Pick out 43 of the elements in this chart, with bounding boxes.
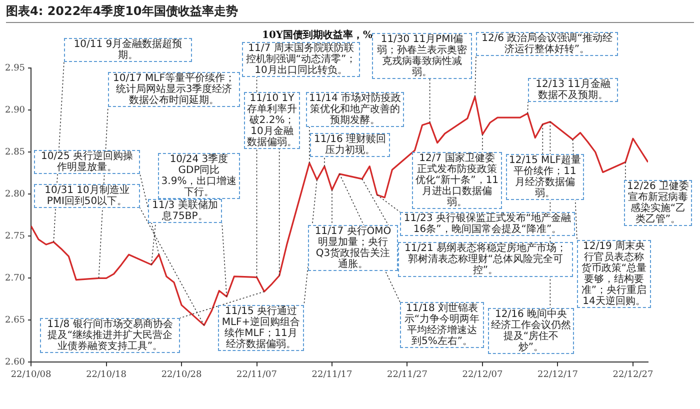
x-tick-label: 22/10/28 [161, 370, 202, 380]
annotation: 11/14 市场对防疫政策优化和地产改善的预期发酵。 [306, 92, 404, 127]
annotation: 11/18 刘世锦表示“力争今明两年平均经济增速达到5%左右”。 [400, 302, 484, 348]
annotation: 12/7 国家卫健委正式发布防疫政策优化“新十条”，11月进出口数据偏弱。 [412, 152, 502, 209]
x-tick-label: 22/12/17 [538, 370, 578, 380]
annotation: 12/6 政治局会议强调“推动经济运行整体好转”。 [476, 32, 618, 56]
annotation: 12/16 晚间中央经济工作会议仍然提及“房住不炒”。 [488, 308, 574, 354]
annotation: 10/11 9月金融数据超预期。 [64, 38, 192, 62]
annotation: 11/7 周末国务院联防联控机制强调“动态清零”；10月出口同比转负。 [242, 42, 360, 77]
y-tick-label: 2.80 [4, 189, 26, 200]
annotation: 10/25 央行逆回购操作明显放量。 [34, 150, 140, 174]
x-tick-label: 22/12/07 [462, 370, 503, 380]
y-tick-label: 2.70 [4, 273, 26, 284]
annotation: 12/13 11月金融数据不及预期。 [528, 78, 618, 102]
annotation: 11/8 银行间市场交易商协会提及“继续推进并扩大民营企业债券融资支持工具”。 [40, 318, 180, 353]
y-axis-title: 10Y国债到期收益率，% [262, 28, 373, 42]
annotation: 11/3 美联储加息75BP。 [148, 199, 222, 223]
annotation: 10/24 3季度GDP同比3.9%，出口增速下行。 [158, 153, 240, 199]
annotation: 12/26 卫健委宣布新冠病毒感染实施“乙类乙管”。 [624, 180, 692, 226]
annotation: 10/17 MLF等量平价续作；统计局网站显示3季度经济数据公布时间延期。 [108, 72, 240, 107]
y-tick-label: 2.85 [4, 147, 26, 158]
annotation: 10/31 10月制造业PMI回到50以下。 [34, 184, 140, 208]
y-tick-label: 2.60 [4, 358, 26, 368]
annotation: 11/17 央行OMO明显加量；央行Q3货政报告关注通胀。 [308, 225, 398, 271]
x-tick-label: 22/10/08 [10, 370, 52, 380]
annotation: 11/10 1Y存单利率升破2.2%；10月金融数据偏弱。 [244, 92, 300, 149]
y-tick-label: 2.90 [4, 105, 26, 116]
y-tick-label: 2.65 [4, 316, 26, 326]
y-tick-label: 2.75 [4, 231, 26, 242]
y-tick-label: 2.95 [4, 63, 26, 74]
x-tick-label: 22/12/27 [612, 370, 654, 380]
x-tick-label: 22/11/17 [312, 370, 352, 380]
annotation: 11/21 易纲表态将稳定房地产市场；郭树清表态称理财“总体风险完全可控”。 [398, 242, 573, 277]
annotation: 11/15 央行通过MLF+逆回购组合续作MLF；11月经济数据偏弱。 [218, 305, 304, 351]
chart-title: 图表4: 2022年4季度10年国债收益率走势 [6, 3, 694, 23]
x-tick-label: 22/11/07 [236, 370, 278, 380]
annotation: 12/15 MLF超量平价续作；11月经济数据偏弱。 [506, 154, 584, 200]
annotation: 11/30 11月PMI偏弱；孙春兰表示奥密克戎病毒致病性减弱。 [372, 33, 472, 79]
annotation: 12/19 周末央行官员表态称货币政策“总量要够，结构要准”；央行重启14天逆回购。 [577, 240, 651, 308]
annotation: 11/16 理财赎回压力初现。 [310, 133, 390, 157]
x-tick-label: 22/10/18 [86, 370, 127, 380]
x-tick-label: 22/11/27 [387, 370, 428, 380]
annotation: 11/23 央行银保监正式发布“地产金融16条”，晚间国常会提及“降准”。 [400, 212, 575, 236]
